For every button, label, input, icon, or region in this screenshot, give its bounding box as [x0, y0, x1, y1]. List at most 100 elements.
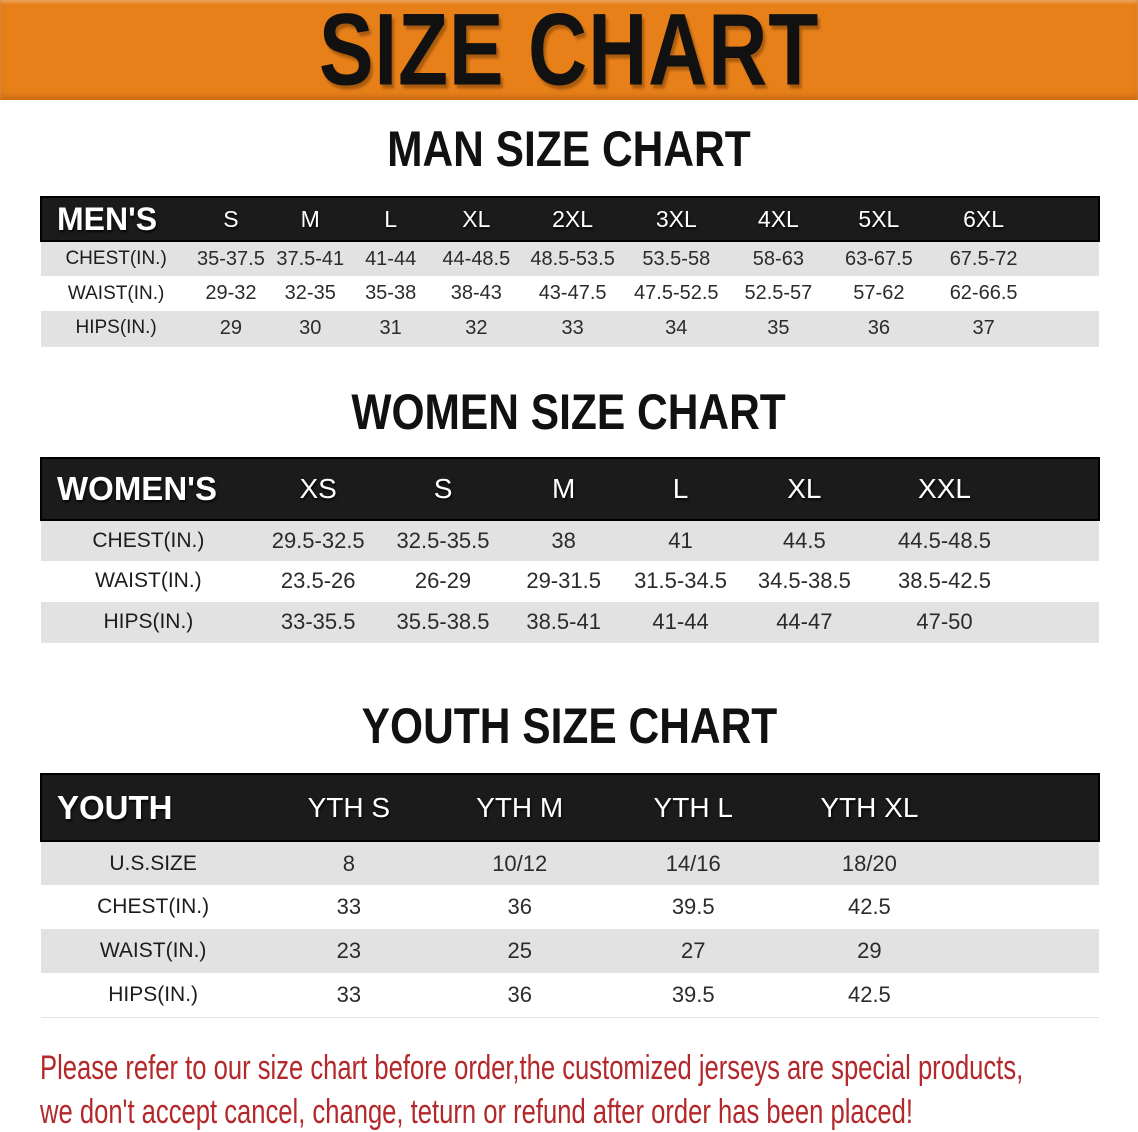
- men-column-header: 3XL: [623, 197, 729, 241]
- filler-cell: [1020, 602, 1099, 643]
- size-value: 44-47: [776, 608, 833, 634]
- size-value: 38-43: [450, 282, 502, 304]
- disclaimer-line-1: Please refer to our size chart before or…: [40, 1045, 1138, 1089]
- youth-chest-row: CHEST(IN.) 33 36 39.5 42.5: [41, 885, 1099, 929]
- men-hips-row: HIPS(IN.) 29 30 31 32 33 34 35 36 37: [41, 311, 1099, 346]
- men-size-table: MEN'S S M L XL 2XL 3XL 4XL 5XL 6XL CHEST…: [40, 196, 1100, 347]
- size-value: 34.5-38.5: [757, 568, 851, 593]
- men-column-header: M: [270, 197, 350, 241]
- youth-waist-row: WAIST(IN.) 23 25 27 29: [41, 929, 1099, 973]
- men-column-header: 4XL: [728, 197, 829, 241]
- women-size-table: WOMEN'S XS S M L XL XXL CHEST(IN.) 29.5-…: [40, 457, 1100, 643]
- size-value: 41-44: [365, 247, 417, 270]
- size-value: 38.5-42.5: [898, 568, 991, 593]
- men-section-heading: MAN SIZE CHART: [0, 124, 1138, 174]
- filler-cell: [1038, 276, 1099, 311]
- size-value: 39.5: [671, 981, 715, 1007]
- size-value: 30: [299, 316, 322, 339]
- men-table-header-row: MEN'S S M L XL 2XL 3XL 4XL 5XL 6XL: [41, 197, 1099, 241]
- size-value: 32: [465, 316, 488, 339]
- women-column-header: M: [505, 457, 622, 520]
- filler-cell: [1038, 241, 1099, 276]
- filler-cell: [1037, 197, 1099, 241]
- size-value: 57-62: [853, 282, 905, 304]
- row-label: CHEST(IN.): [97, 895, 210, 918]
- youth-column-header: YTH M: [432, 774, 607, 841]
- size-value: 27: [680, 938, 706, 963]
- size-value: 42.5: [847, 981, 891, 1007]
- size-value: 35: [767, 316, 790, 339]
- men-column-header: XL: [431, 197, 522, 241]
- size-value: 36: [507, 894, 532, 919]
- size-value: 39.5: [671, 894, 715, 919]
- women-column-header: S: [380, 457, 506, 520]
- youth-ussize-row: U.S.SIZE 8 10/12 14/16 18/20: [41, 841, 1099, 885]
- row-label: WAIST(IN.): [99, 939, 207, 962]
- size-value: 35-37.5: [196, 247, 265, 270]
- filler-cell: [959, 885, 1099, 929]
- filler-cell: [959, 841, 1099, 885]
- size-value: 29.5-32.5: [271, 527, 365, 553]
- youth-column-header: YTH XL: [779, 774, 960, 841]
- men-chest-row: CHEST(IN.) 35-37.5 37.5-41 41-44 44-48.5…: [41, 241, 1099, 276]
- size-value: 36: [867, 316, 890, 339]
- size-value: 18/20: [841, 850, 897, 876]
- row-label: HIPS(IN.): [75, 317, 157, 339]
- row-label: WAIST(IN.): [67, 282, 165, 304]
- banner: SIZE CHART: [0, 0, 1138, 108]
- filler-cell: [1020, 561, 1099, 602]
- size-value: 41-44: [652, 608, 709, 634]
- size-value: 14/16: [665, 850, 721, 876]
- size-value: 26-29: [414, 568, 472, 593]
- row-label: HIPS(IN.): [108, 982, 199, 1006]
- youth-column-header: YTH S: [265, 774, 433, 841]
- women-waist-row: WAIST(IN.) 23.5-26 26-29 29-31.5 31.5-34…: [41, 561, 1099, 602]
- women-column-header: XS: [255, 457, 381, 520]
- youth-size-table: YOUTH YTH S YTH M YTH L YTH XL U.S.SIZE …: [40, 773, 1100, 1018]
- banner-title: SIZE CHART: [318, 0, 820, 108]
- filler-cell: [959, 973, 1099, 1017]
- women-section-heading-text: WOMEN SIZE CHART: [351, 383, 787, 440]
- women-column-header: XL: [739, 457, 870, 520]
- youth-table-corner-label: YOUTH: [41, 774, 266, 841]
- men-column-header: S: [191, 197, 271, 241]
- size-value: 36: [507, 981, 532, 1007]
- size-value: 33: [336, 894, 362, 919]
- youth-section-heading: YOUTH SIZE CHART: [0, 698, 1138, 754]
- size-value: 31.5-34.5: [634, 568, 728, 593]
- size-value: 29: [857, 938, 882, 963]
- size-value: 52.5-57: [744, 282, 813, 304]
- size-value: 42.5: [847, 894, 891, 919]
- size-value: 33-35.5: [280, 608, 356, 634]
- women-hips-row: HIPS(IN.) 33-35.5 35.5-38.5 38.5-41 41-4…: [41, 601, 1099, 643]
- size-value: 8: [342, 850, 355, 876]
- size-value: 37.5-41: [276, 247, 345, 270]
- filler-cell: [1019, 457, 1099, 520]
- size-value: 33: [336, 981, 362, 1007]
- women-column-header: L: [621, 457, 740, 520]
- youth-section-heading-text: YOUTH SIZE CHART: [361, 698, 777, 754]
- size-value: 34: [665, 316, 688, 339]
- size-value: 10/12: [492, 850, 548, 876]
- size-value: 63-67.5: [844, 247, 913, 270]
- women-chest-row: CHEST(IN.) 29.5-32.5 32.5-35.5 38 41 44.…: [41, 519, 1099, 561]
- size-value: 43-47.5: [538, 282, 607, 304]
- youth-column-header: YTH L: [607, 774, 780, 841]
- size-value: 47.5-52.5: [634, 282, 719, 304]
- size-value: 33: [561, 316, 584, 339]
- size-value: 29-31.5: [526, 568, 601, 593]
- size-value: 32.5-35.5: [396, 527, 490, 553]
- disclaimer: Please refer to our size chart before or…: [0, 1045, 1138, 1132]
- disclaimer-line-2: we don't accept cancel, change, teturn o…: [40, 1089, 1138, 1132]
- women-section-heading: WOMEN SIZE CHART: [0, 383, 1138, 440]
- size-value: 35.5-38.5: [396, 608, 490, 634]
- size-value: 25: [507, 938, 532, 963]
- filler-cell: [959, 774, 1099, 841]
- size-value: 29: [219, 316, 243, 339]
- size-value: 29-32: [205, 282, 257, 304]
- size-value: 67.5-72: [949, 247, 1018, 270]
- men-table-corner-label: MEN'S: [41, 197, 192, 241]
- women-table-corner-label: WOMEN'S: [41, 457, 256, 520]
- men-column-header: 2XL: [521, 197, 624, 241]
